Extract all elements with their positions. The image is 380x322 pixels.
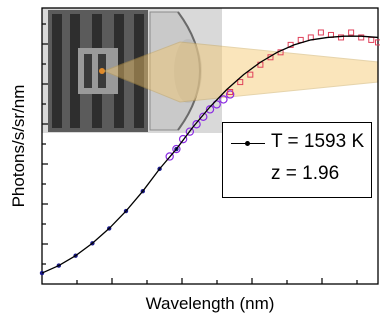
red-data-point: [348, 29, 355, 36]
legend: T = 1593 K z = 1.96: [222, 122, 372, 198]
purple-data-point: [192, 120, 201, 129]
plot-frame: [41, 7, 379, 285]
y-axis-label: Photons/s/sr/nm: [9, 85, 28, 208]
red-data-point: [297, 36, 304, 43]
purple-data-point: [165, 152, 174, 161]
inset-rendering: [42, 8, 222, 133]
legend-entry-redshift: z = 1.96: [223, 161, 371, 191]
y-axis-ticks: [42, 23, 48, 265]
red-data-point: [247, 71, 254, 78]
red-data-point: [227, 89, 234, 95]
red-data-point: [237, 79, 244, 86]
legend-label-temperature: T = 1593 K: [271, 131, 365, 152]
purple-data-point: [219, 95, 228, 104]
red-data-point: [368, 36, 375, 43]
purple-data-point: [172, 144, 181, 154]
legend-label-redshift: z = 1.96: [271, 163, 340, 184]
purple-series: [165, 90, 235, 161]
purple-data-point: [205, 105, 215, 114]
x-axis-label: Wavelength (nm): [146, 294, 275, 313]
red-data-point: [317, 29, 324, 36]
x-axis-ticks: [76, 278, 358, 284]
red-data-point: [375, 39, 380, 46]
purple-data-point: [225, 90, 235, 99]
fit-line: [41, 35, 379, 274]
fit-series: [41, 35, 379, 274]
purple-data-point: [185, 127, 195, 136]
purple-data-point: [199, 112, 208, 122]
purple-data-point: [178, 134, 188, 144]
legend-entry-temperature: T = 1593 K: [223, 129, 371, 159]
blue-series: [39, 146, 179, 276]
red-data-point: [358, 34, 365, 41]
red-data-point: [338, 34, 345, 41]
legend-line-marker-icon: [231, 140, 265, 146]
